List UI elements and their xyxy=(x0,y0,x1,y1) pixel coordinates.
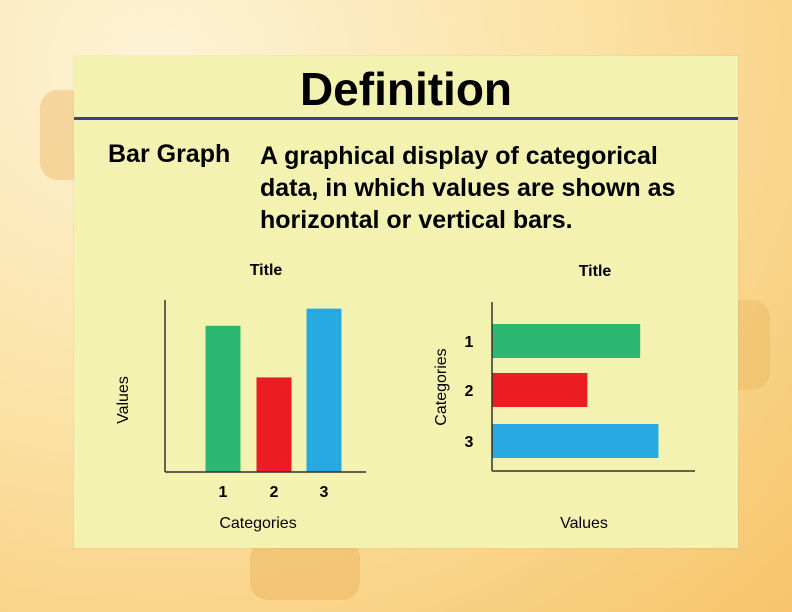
chart-title: Title xyxy=(250,262,283,279)
x-tick-label: 1 xyxy=(219,484,228,501)
x-axis-label: Values xyxy=(560,515,608,532)
bar-1 xyxy=(205,325,241,472)
puzzle-piece-decoration xyxy=(250,540,360,600)
bar-3 xyxy=(492,424,659,458)
bar-1 xyxy=(492,324,641,358)
term-label: Bar Graph xyxy=(108,140,231,168)
definition-text: A graphical display of categorical data,… xyxy=(260,142,676,234)
definition-panel: Definition Bar Graph A graphical display… xyxy=(74,56,738,548)
y-axis-label: Values xyxy=(115,376,132,424)
bar-2 xyxy=(256,377,292,472)
x-axis-label: Categories xyxy=(219,515,296,532)
y-axis-label: Categories xyxy=(433,348,450,425)
y-tick-label: 1 xyxy=(465,334,474,351)
bar-2 xyxy=(492,373,588,407)
page-title: Definition xyxy=(299,63,513,115)
x-tick-label: 2 xyxy=(270,484,279,501)
y-tick-label: 3 xyxy=(465,434,474,451)
x-tick-label: 3 xyxy=(320,484,329,501)
y-tick-label: 2 xyxy=(465,383,474,400)
bar-3 xyxy=(306,308,342,472)
chart-title: Title xyxy=(579,263,612,280)
title-divider xyxy=(74,117,738,120)
